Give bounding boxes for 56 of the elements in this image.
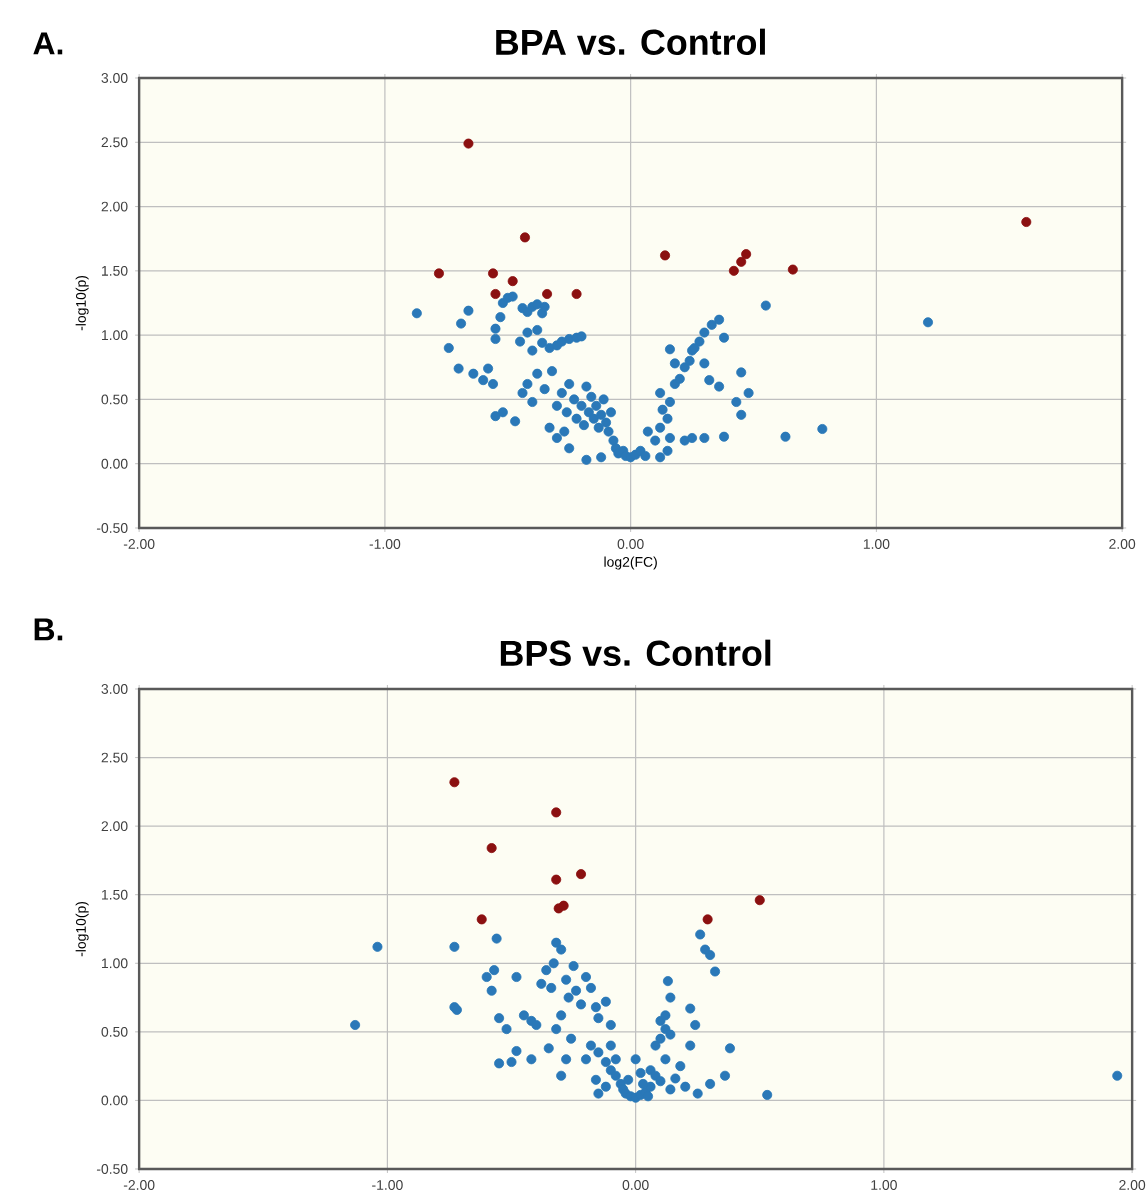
y-tick-label: 0.50 <box>101 1026 128 1037</box>
point <box>433 268 444 279</box>
y-tick-label: 1.00 <box>101 330 128 341</box>
y-tick-label: 0.00 <box>101 1095 128 1106</box>
y-axis-title: -log10(p) <box>75 275 89 331</box>
x-tick-label: 1.00 <box>871 1180 897 1190</box>
point <box>558 900 569 911</box>
y-tick-label: 2.00 <box>101 821 128 832</box>
point <box>486 843 497 854</box>
point <box>571 288 582 299</box>
chart-title: BPS vs. Control <box>500 639 771 666</box>
point <box>463 138 474 149</box>
x-tick-label: -1.00 <box>372 1180 403 1190</box>
y-tick-label: 1.50 <box>101 889 128 900</box>
y-tick-label: -0.50 <box>96 1164 128 1174</box>
point <box>542 288 553 299</box>
point <box>1021 217 1032 227</box>
x-tick-label: 0.00 <box>622 1180 649 1190</box>
y-tick-label: 0.00 <box>101 458 128 469</box>
x-tick-label: 2.00 <box>1119 1180 1146 1190</box>
y-tick-label: 2.50 <box>101 137 128 148</box>
point <box>754 895 765 906</box>
y-tick-label: 2.00 <box>101 201 128 212</box>
point <box>519 232 530 243</box>
y-tick-label: 3.00 <box>101 684 128 694</box>
x-tick-label: -2.00 <box>123 539 155 549</box>
x-tick-label: -2.00 <box>123 1180 155 1190</box>
point <box>736 256 747 267</box>
y-tick-label: -0.50 <box>96 523 128 533</box>
y-tick-label: 0.50 <box>101 394 128 405</box>
point <box>787 264 798 275</box>
point <box>487 268 498 279</box>
point <box>551 874 562 885</box>
point <box>741 249 752 260</box>
x-tick-label: 1.00 <box>863 539 890 549</box>
point <box>449 777 460 788</box>
y-tick-label: 1.50 <box>101 265 128 276</box>
x-axis-title: log2(FC) <box>604 556 657 570</box>
x-tick-label: 2.00 <box>1109 539 1136 549</box>
text: A. <box>33 32 63 55</box>
y-tick-label: 2.50 <box>101 752 128 763</box>
point <box>728 265 739 276</box>
point <box>659 250 670 261</box>
x-tick-label: -1.00 <box>369 539 401 549</box>
chart-title: BPA vs. Control <box>496 28 765 55</box>
x-tick-label: 0.00 <box>617 539 644 549</box>
point <box>476 914 487 925</box>
point <box>490 288 501 299</box>
point <box>551 807 562 818</box>
y-tick-label: 1.00 <box>101 958 128 969</box>
y-tick-label: 3.00 <box>101 73 128 83</box>
text: B. <box>34 618 63 641</box>
point <box>575 869 586 880</box>
y-axis-title: -log10(p) <box>75 901 89 957</box>
point <box>507 276 518 287</box>
point <box>702 914 713 925</box>
